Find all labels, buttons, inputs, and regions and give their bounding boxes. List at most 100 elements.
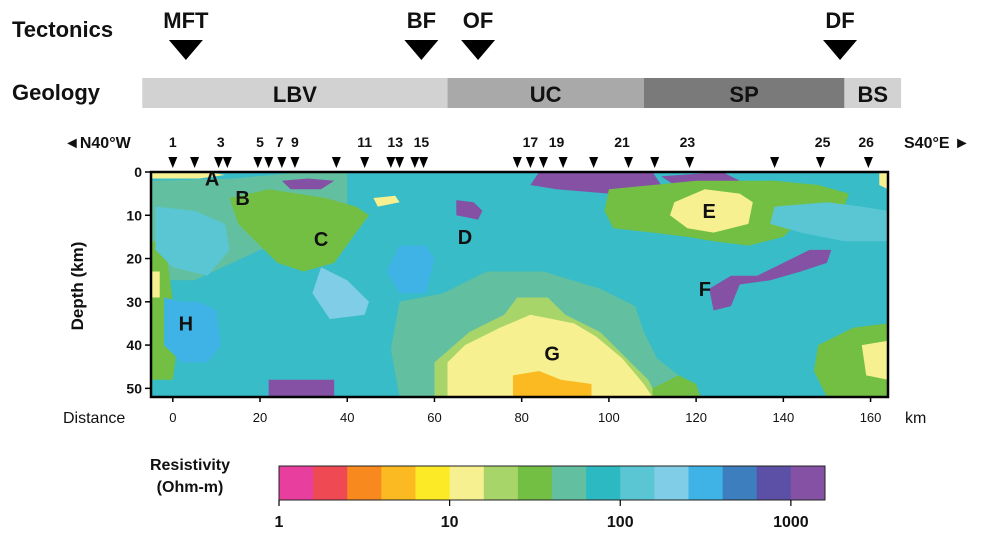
station-marker-icon (360, 157, 370, 168)
station-label: 23 (680, 134, 696, 150)
colorbar-swatch (347, 466, 382, 500)
resistivity-body (456, 200, 483, 220)
distance-axis-unit: km (905, 410, 926, 427)
distance-tick-label: 60 (427, 410, 441, 425)
station-label: 13 (387, 134, 403, 150)
station-marker-icon (863, 157, 873, 168)
resistivity-body (770, 202, 888, 242)
colorbar-swatch (790, 466, 826, 500)
resistivity-body (164, 297, 221, 363)
colorbar-swatch (381, 466, 416, 500)
geology-unit-label: SP (729, 82, 758, 107)
colorbar-tick-label: 1 (275, 514, 284, 531)
colorbar-swatch (449, 466, 485, 500)
resistivity-body (879, 172, 888, 190)
fault-triangle-icon (404, 40, 439, 60)
station-marker-icon (815, 157, 825, 168)
station-label: 26 (858, 134, 874, 150)
station-label: 11 (357, 134, 372, 150)
distance-tick-label: 160 (860, 410, 882, 425)
station-marker-icon (222, 157, 232, 168)
colorbar-tick-label: 10 (441, 514, 459, 531)
depth-tick-label: 30 (126, 294, 142, 310)
station-marker-icon (395, 157, 405, 168)
geology-label: Geology (12, 80, 101, 105)
station-marker-icon (410, 157, 420, 168)
colorbar-swatch (517, 466, 553, 500)
colorbar-swatch (313, 466, 348, 500)
tectonics-label: Tectonics (12, 17, 113, 42)
resistivity-body (513, 371, 592, 397)
geology-unit-label: LBV (273, 82, 317, 107)
station-marker-icon (190, 157, 200, 168)
resistivity-body (861, 340, 888, 380)
station-labels: 1 3 5 7 9 11 13 15 17 19 21 23 25 26 (169, 134, 874, 150)
colorbar-swatch (415, 466, 451, 500)
anomaly-label: G (544, 344, 560, 366)
resistivity-body (312, 267, 369, 320)
resistivity-body (447, 314, 653, 397)
colorbar-swatch (654, 466, 689, 500)
depth-axis-label: Depth (km) (68, 242, 87, 331)
geology-bar: LBV UC SP BS (142, 78, 902, 108)
station-label: 9 (291, 134, 299, 150)
station-marker-icon (331, 157, 341, 168)
colorbar-swatch (279, 466, 314, 500)
colorbar-swatch (756, 466, 792, 500)
station-label: 17 (523, 134, 539, 150)
station-marker-icon (264, 157, 274, 168)
geology-unit (844, 78, 902, 108)
colorbar-swatch (620, 466, 655, 500)
geology-unit (142, 78, 448, 108)
colorbar-swatch (586, 466, 621, 500)
depth-axis-ticks: 0 10 20 30 40 50 (126, 164, 151, 396)
distance-tick-label: 80 (514, 410, 528, 425)
station-marker-icon (419, 157, 429, 168)
depth-tick-label: 40 (126, 337, 142, 353)
anomaly-label: C (314, 229, 328, 251)
station-label: 5 (256, 134, 264, 150)
resistivity-body (670, 189, 753, 233)
anomaly-label: H (179, 313, 193, 335)
distance-tick-label: 140 (772, 410, 794, 425)
anomaly-label: A (205, 168, 219, 190)
station-label: 19 (549, 134, 565, 150)
resistivity-body (151, 172, 226, 179)
fault-label: DF (825, 8, 854, 33)
direction-right-label: S40°E ► (904, 135, 970, 152)
distance-tick-label: 100 (598, 410, 620, 425)
anomaly-label: D (458, 227, 472, 249)
direction-left-label: ◄N40°W (64, 135, 132, 152)
station-marker-icon (770, 157, 780, 168)
resistivity-body (268, 379, 335, 397)
resistivity-body (281, 178, 335, 190)
depth-tick-label: 0 (134, 164, 142, 180)
geology-unit (447, 78, 644, 108)
colorbar-swatch (483, 466, 519, 500)
colorbar-title-line1: Resistivity (150, 457, 230, 474)
resistivity-body (813, 323, 888, 397)
station-marker-icon (512, 157, 522, 168)
depth-tick-label: 10 (126, 207, 142, 223)
station-marker-icon (386, 157, 396, 168)
fault-label: MFT (163, 8, 209, 33)
resistivity-bodies (151, 172, 888, 397)
station-marker-icon (253, 157, 263, 168)
station-marker-icon (558, 157, 568, 168)
colorbar-swatch (552, 466, 587, 500)
resistivity-body (386, 245, 435, 294)
depth-tick-label: 20 (126, 251, 142, 267)
distance-axis-label: Distance (63, 410, 125, 427)
colorbar-title-line2: (Ohm-m) (157, 479, 224, 496)
station-label: 7 (276, 134, 284, 150)
anomaly-labels: AB C D E F G H (179, 168, 716, 365)
colorbar-tick-label: 1000 (773, 514, 809, 531)
anomaly-label: E (703, 201, 716, 223)
geology-unit-label: BS (857, 82, 888, 107)
section-frame (149, 170, 890, 399)
station-marker-icon (589, 157, 599, 168)
station-marker-icon (290, 157, 300, 168)
station-label: 25 (815, 134, 831, 150)
